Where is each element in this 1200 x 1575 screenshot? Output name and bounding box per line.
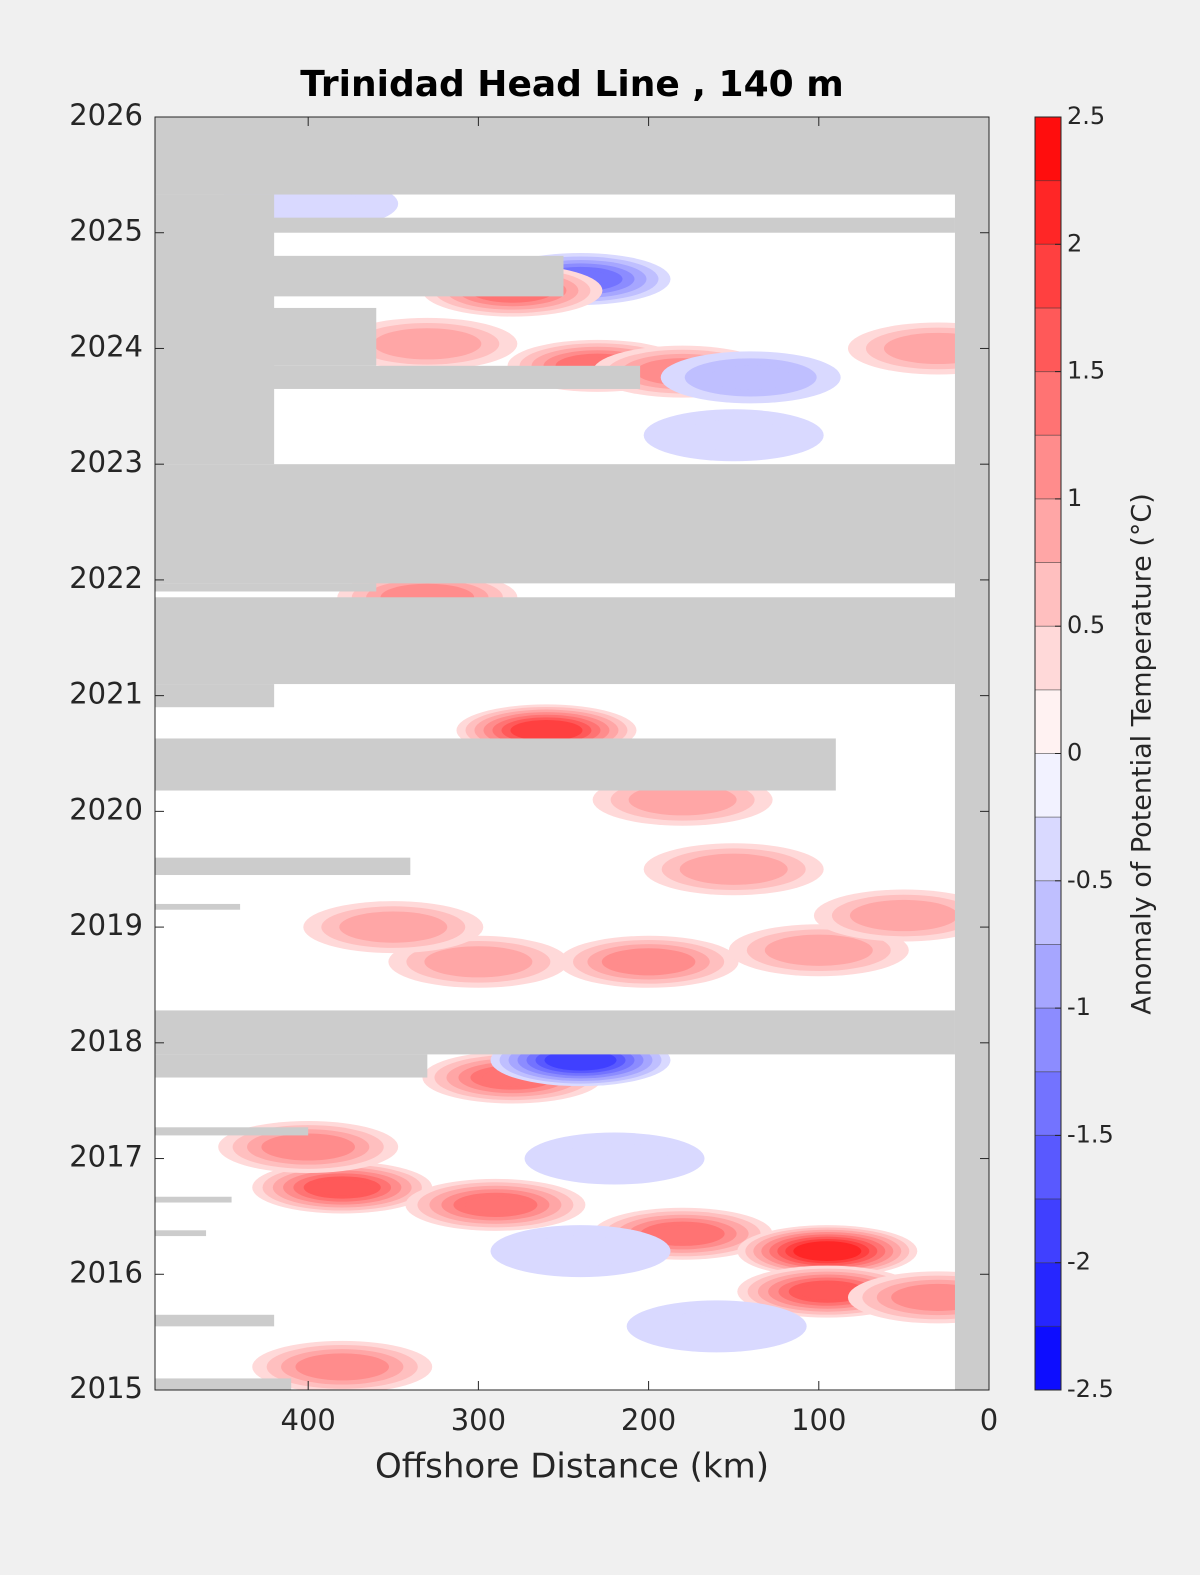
missing-data (155, 1230, 207, 1237)
missing-data (155, 903, 241, 910)
missing-data (155, 597, 955, 685)
colorbar-level (1035, 180, 1061, 245)
chart-title: Trinidad Head Line , 140 m (300, 64, 843, 105)
colorbar-tick-label: -2 (1067, 1248, 1091, 1276)
y-tick-label: 2026 (69, 98, 143, 132)
missing-data (155, 1127, 309, 1136)
colorbar-tick-label: 2.5 (1067, 102, 1105, 130)
plot-frame (154, 116, 990, 1391)
colorbar-tick-label: 1 (1067, 484, 1082, 512)
colorbar-level (1035, 1008, 1061, 1072)
colorbar-level (1035, 1199, 1061, 1263)
colorbar-tick-label: 0 (1067, 739, 1082, 767)
anomaly-core (652, 1225, 713, 1243)
x-axis-label: Offshore Distance (km) (375, 1447, 769, 1487)
y-tick-label: 2017 (69, 1140, 143, 1174)
anomaly-core (560, 1142, 669, 1175)
colorbar-level (1035, 753, 1061, 818)
anomaly-core (801, 1243, 854, 1259)
y-tick-label: 2015 (69, 1371, 143, 1405)
y-tick-label: 2023 (69, 445, 143, 479)
anomaly-core (905, 1288, 971, 1307)
colorbar-level (1035, 307, 1061, 372)
colorbar-level (1035, 1262, 1061, 1327)
colorbar-level (1035, 817, 1061, 881)
y-tick-label: 2019 (69, 908, 143, 942)
colorbar-level (1035, 371, 1061, 436)
missing-data (155, 388, 241, 465)
x-tick-label: 400 (281, 1403, 336, 1437)
anomaly-core (519, 722, 574, 739)
colorbar-level (1035, 880, 1061, 945)
anomaly-core (708, 365, 793, 390)
y-tick-label: 2025 (69, 214, 143, 248)
missing-data (155, 464, 955, 584)
missing-data (155, 1010, 955, 1055)
x-tick-label: 300 (451, 1403, 506, 1437)
missing-data (155, 1378, 292, 1390)
anomaly-core (782, 939, 855, 961)
missing-data (155, 1314, 275, 1327)
missing-data (155, 117, 989, 195)
y-tick-label: 2022 (69, 561, 143, 595)
colorbar-tick-label: 0.5 (1067, 611, 1105, 639)
missing-data (155, 217, 955, 233)
anomaly-core (616, 952, 681, 972)
anomaly-core (391, 333, 464, 355)
colorbar-tick-label: -0.5 (1067, 866, 1114, 894)
y-tick-label: 2021 (69, 677, 143, 711)
missing-data (155, 307, 377, 366)
colorbar-level (1035, 689, 1061, 754)
anomaly-core (254, 188, 363, 220)
missing-data (155, 738, 836, 791)
plot-area (155, 117, 989, 1390)
x-tick-label: 100 (791, 1403, 846, 1437)
anomaly-core (662, 1310, 771, 1342)
anomaly-core (442, 951, 515, 973)
colorbar-level (1035, 626, 1061, 690)
y-tick-label: 2024 (69, 329, 143, 363)
colorbar-level (1035, 1071, 1061, 1136)
anomaly-core (697, 858, 770, 880)
colorbar-level (1035, 1326, 1061, 1390)
colorbar-label: Anomaly of Potential Temperature (°C) (1127, 493, 1158, 1015)
colorbar-level (1035, 117, 1061, 181)
anomaly-core (309, 1357, 375, 1377)
colorbar-tick-label: -1.5 (1067, 1120, 1114, 1148)
y-tick-label: 2018 (69, 1024, 143, 1058)
anomaly-core (867, 905, 940, 926)
colorbar-tick-label: 1.5 (1067, 357, 1105, 385)
colorbar-level (1035, 435, 1061, 499)
anomaly-core (357, 916, 430, 938)
colorbar-tick-label: -1 (1067, 993, 1091, 1021)
missing-data (155, 255, 564, 297)
missing-data (155, 684, 275, 708)
colorbar-level (1035, 1135, 1061, 1200)
anomaly-core (313, 1179, 371, 1196)
x-tick-label: 200 (621, 1403, 676, 1437)
missing-data (155, 1054, 428, 1078)
missing-data (155, 857, 411, 876)
anomaly-core (465, 1196, 526, 1214)
missing-data (155, 583, 377, 592)
colorbar-tick-label: -2.5 (1067, 1375, 1114, 1403)
colorbar-level (1035, 944, 1061, 1009)
missing-data (155, 1196, 232, 1203)
missing-data (954, 117, 989, 1390)
y-tick-label: 2020 (69, 792, 143, 826)
colorbar-level (1035, 562, 1061, 627)
anomaly-core (275, 1137, 341, 1157)
anomaly-core (679, 419, 788, 451)
anomaly-core (799, 1283, 856, 1300)
colorbar-level (1035, 244, 1061, 308)
x-tick-label: 0 (980, 1403, 998, 1437)
anomaly-core (646, 789, 719, 811)
missing-data (155, 365, 641, 389)
colorbar-tick-label: 2 (1067, 229, 1082, 257)
anomaly-core (553, 1052, 608, 1068)
y-tick-label: 2016 (69, 1255, 143, 1289)
anomaly-core (526, 1235, 635, 1267)
colorbar-level (1035, 498, 1061, 563)
